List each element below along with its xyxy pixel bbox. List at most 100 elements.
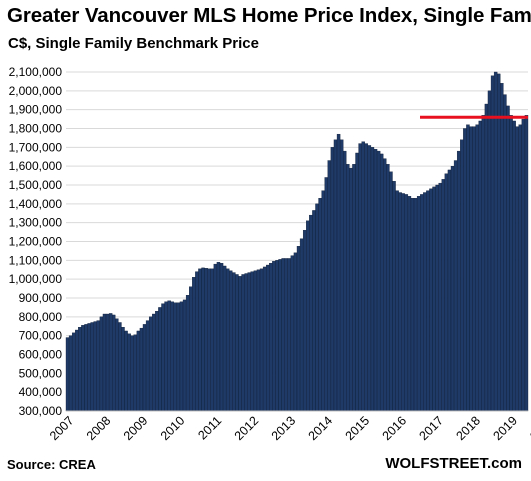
bar (182, 299, 187, 412)
bar (299, 238, 304, 412)
bar (152, 313, 156, 412)
bar (472, 126, 476, 412)
bar (515, 126, 519, 412)
x-tick-label: 2019 (490, 414, 520, 444)
bar (99, 316, 104, 412)
bar (161, 303, 165, 412)
x-tick-label: 2016 (380, 414, 410, 444)
bar (379, 153, 384, 412)
y-tick-label: 2,000,000 (9, 84, 63, 98)
bar (207, 268, 211, 412)
bar (493, 71, 498, 412)
bar (108, 313, 113, 412)
bar (312, 210, 316, 412)
bar (413, 198, 418, 412)
bar (336, 133, 341, 412)
y-tick-label: 700,000 (19, 329, 63, 343)
y-tick-label: 1,200,000 (9, 235, 63, 249)
bar (450, 165, 455, 412)
x-tick-label: 2018 (453, 414, 483, 444)
bar (481, 115, 486, 412)
bar (121, 327, 125, 412)
y-tick-label: 2,100,000 (9, 65, 63, 79)
bar (367, 145, 372, 412)
bar (386, 164, 390, 412)
bar (364, 143, 369, 412)
bar (262, 266, 267, 412)
bar (173, 302, 178, 412)
bar (466, 124, 470, 412)
bar (229, 270, 233, 412)
bar (124, 330, 128, 412)
x-tick-label: 2015 (343, 414, 373, 444)
bar (302, 230, 307, 412)
bar (232, 272, 236, 412)
bar (213, 263, 218, 412)
bar (112, 314, 116, 412)
bar (324, 177, 328, 412)
bar (290, 255, 295, 412)
bar (500, 83, 504, 412)
bar (423, 192, 427, 412)
bar (266, 264, 270, 412)
bar (250, 271, 255, 412)
bar (512, 120, 516, 412)
bar (139, 327, 144, 412)
bar (164, 301, 168, 412)
bar (102, 313, 107, 412)
bar (521, 118, 526, 412)
y-tick-label: 800,000 (19, 310, 63, 324)
y-tick-label: 500,000 (19, 366, 63, 380)
bar (460, 139, 464, 412)
y-tick-label: 300,000 (19, 404, 63, 418)
bar (497, 73, 501, 412)
site-watermark: WOLFSTREET.com (385, 455, 522, 472)
bar (487, 90, 492, 412)
bar (75, 329, 79, 412)
x-tick-label: 2008 (84, 414, 114, 444)
bar (247, 272, 251, 412)
bar (503, 94, 507, 412)
bar (136, 330, 141, 412)
bar (235, 274, 239, 412)
chart-title: Greater Vancouver MLS Home Price Index, … (7, 4, 531, 27)
bar (65, 337, 70, 412)
bar (506, 105, 510, 412)
bar (343, 150, 347, 412)
y-tick-label: 400,000 (19, 385, 63, 399)
bar (392, 181, 396, 412)
bar (278, 259, 282, 412)
bar (463, 128, 467, 412)
bar (272, 261, 276, 412)
y-tick-label: 1,600,000 (9, 159, 63, 173)
bar (444, 173, 449, 412)
x-tick-label: 2011 (195, 414, 224, 443)
bar (210, 268, 215, 412)
bar (176, 302, 181, 412)
x-tick-label: 2014 (306, 414, 336, 444)
bar (81, 325, 85, 412)
y-tick-label: 1,300,000 (9, 216, 63, 230)
bar (269, 262, 273, 412)
y-tick-label: 1,000,000 (9, 272, 63, 286)
bar (453, 160, 458, 412)
bar (469, 126, 473, 412)
bar (293, 252, 298, 412)
bar (376, 150, 381, 412)
bar (201, 267, 205, 412)
bar (275, 260, 279, 412)
bar (96, 320, 101, 412)
bar (438, 182, 442, 412)
bar (170, 301, 174, 412)
bar (426, 190, 430, 412)
bar (352, 164, 356, 412)
y-tick-label: 600,000 (19, 348, 63, 362)
bar (349, 167, 353, 412)
bar (395, 190, 399, 412)
bar (115, 318, 119, 412)
bar (330, 147, 335, 412)
bar (219, 262, 224, 412)
bar (447, 169, 452, 412)
bar (339, 139, 344, 412)
